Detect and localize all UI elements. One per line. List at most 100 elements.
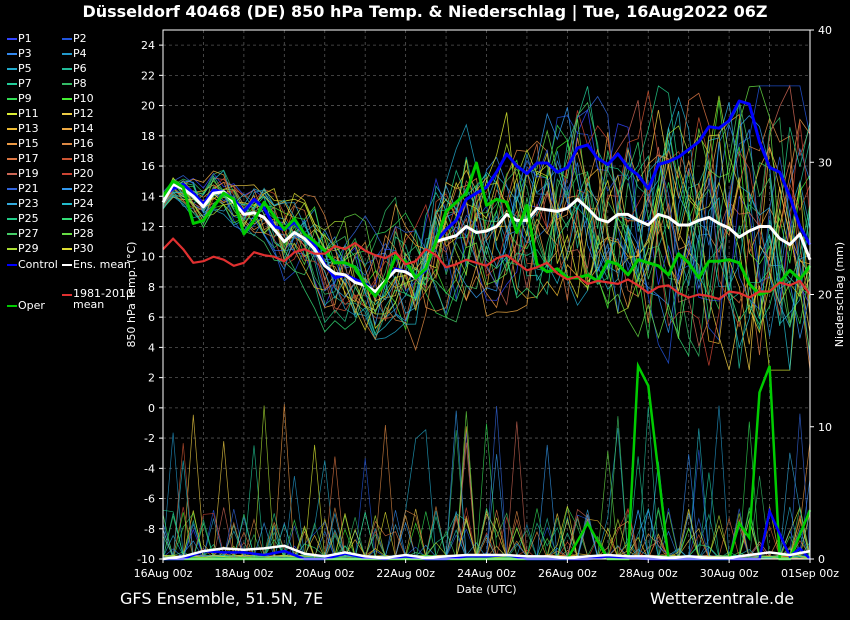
ensemble-line-p23 bbox=[162, 101, 811, 329]
legend-label: P6 bbox=[73, 62, 87, 75]
legend-label: P1 bbox=[18, 32, 32, 45]
x-tick-label: 18Aug 00z bbox=[215, 567, 274, 580]
chart-title: Düsseldorf 40468 (DE) 850 hPa Temp. & Ni… bbox=[82, 2, 768, 21]
legend-label: P28 bbox=[73, 227, 94, 240]
y-tick-label: 14 bbox=[141, 190, 155, 203]
y-tick-label: 4 bbox=[148, 341, 155, 354]
ensemble-line-p27 bbox=[162, 100, 811, 335]
legend-swatch bbox=[62, 294, 72, 296]
x-tick-label: 01Sep 00z bbox=[781, 567, 839, 580]
series-line-ens-mean bbox=[161, 182, 812, 293]
x-tick-label: 28Aug 00z bbox=[619, 567, 678, 580]
legend-swatch bbox=[62, 68, 72, 70]
legend-label: Ens. mean bbox=[73, 258, 131, 271]
legend-label: P8 bbox=[73, 77, 87, 90]
legend-label: P2 bbox=[73, 32, 87, 45]
legend-label: P15 bbox=[18, 137, 39, 150]
ensemble-line-p24 bbox=[162, 110, 811, 371]
legend-swatch bbox=[62, 173, 72, 175]
footer-source: GFS Ensemble, 51.5N, 7E bbox=[120, 589, 324, 608]
legend-swatch bbox=[7, 113, 17, 115]
legend-label: 1981-2010 mean bbox=[73, 287, 133, 311]
legend-swatch bbox=[62, 143, 72, 145]
y-axis-label: 850 hPa Temp. (°C) bbox=[125, 242, 138, 348]
legend-label: Oper bbox=[18, 299, 45, 312]
legend-swatch bbox=[62, 264, 72, 266]
ensemble-line-p18 bbox=[162, 90, 811, 328]
legend-label: P5 bbox=[18, 62, 32, 75]
y2-tick-label: 30 bbox=[818, 156, 832, 169]
legend-swatch bbox=[7, 38, 17, 40]
legend-swatch bbox=[62, 248, 72, 250]
legend-swatch bbox=[7, 68, 17, 70]
legend-swatch bbox=[7, 203, 17, 205]
legend-label: P4 bbox=[73, 47, 87, 60]
y-tick-label: 22 bbox=[141, 69, 155, 82]
legend-label: P23 bbox=[18, 197, 39, 210]
y-tick-label: 0 bbox=[148, 402, 155, 415]
series-line-oper bbox=[161, 161, 812, 298]
legend-swatch bbox=[7, 53, 17, 55]
y2-tick-label: 10 bbox=[818, 421, 832, 434]
legend-swatch bbox=[7, 173, 17, 175]
x-tick-label: 16Aug 00z bbox=[134, 567, 193, 580]
y2-axis-label: Niederschlag (mm) bbox=[833, 242, 846, 347]
legend-swatch bbox=[7, 188, 17, 190]
legend-swatch bbox=[7, 264, 17, 266]
legend-swatch bbox=[7, 305, 17, 307]
y-tick-label: 8 bbox=[148, 281, 155, 294]
legend-swatch bbox=[7, 218, 17, 220]
x-tick-label: 24Aug 00z bbox=[457, 567, 516, 580]
y-tick-label: -2 bbox=[144, 432, 155, 445]
y-tick-label: -6 bbox=[144, 493, 155, 506]
legend-label: P19 bbox=[18, 167, 39, 180]
series-line-1981-2010-mean bbox=[162, 237, 811, 301]
legend-label: P12 bbox=[73, 107, 94, 120]
y2-tick-label: 0 bbox=[818, 553, 825, 566]
legend-label: P22 bbox=[73, 182, 94, 195]
y-tick-label: 6 bbox=[148, 311, 155, 324]
legend: P1 P2 P3 P4 P5 P6 P7 P8 P9 P10 P11 P12 P13 P14 P15 P16 P… bbox=[0, 32, 133, 322]
legend-swatch bbox=[62, 203, 72, 205]
ensemble-line-p26 bbox=[162, 141, 811, 358]
legend-swatch bbox=[62, 218, 72, 220]
legend-swatch bbox=[7, 233, 17, 235]
y2-tick-label: 20 bbox=[818, 289, 832, 302]
legend-label: P26 bbox=[73, 212, 94, 225]
series-line-control bbox=[162, 99, 812, 295]
legend-label: P29 bbox=[18, 242, 39, 255]
y-tick-label: 18 bbox=[141, 130, 155, 143]
legend-label: P20 bbox=[73, 167, 94, 180]
x-tick-label: 26Aug 00z bbox=[538, 567, 597, 580]
legend-label: P9 bbox=[18, 92, 32, 105]
ensemble-precip-p26 bbox=[162, 507, 811, 560]
ensemble-line-p30 bbox=[162, 134, 811, 334]
legend-label: P18 bbox=[73, 152, 94, 165]
legend-swatch bbox=[62, 83, 72, 85]
legend-label: P14 bbox=[73, 122, 94, 135]
y-tick-label: 12 bbox=[141, 220, 155, 233]
legend-label: P17 bbox=[18, 152, 39, 165]
ensemble-precip-p24 bbox=[162, 428, 811, 560]
y-tick-label: 2 bbox=[148, 372, 155, 385]
legend-swatch bbox=[62, 128, 72, 130]
legend-label: P21 bbox=[18, 182, 39, 195]
legend-label: P30 bbox=[73, 242, 94, 255]
ensemble-line-p22 bbox=[162, 107, 811, 339]
legend-swatch bbox=[62, 158, 72, 160]
y-tick-label: 16 bbox=[141, 160, 155, 173]
legend-swatch bbox=[62, 38, 72, 40]
y-tick-label: 10 bbox=[141, 251, 155, 264]
x-axis-label: Date (UTC) bbox=[456, 583, 516, 596]
y-tick-label: -8 bbox=[144, 523, 155, 536]
legend-label: Control bbox=[18, 258, 58, 271]
legend-label: P25 bbox=[18, 212, 39, 225]
x-tick-label: 30Aug 00z bbox=[700, 567, 759, 580]
legend-swatch bbox=[7, 248, 17, 250]
precip-line-ens-mean bbox=[162, 544, 811, 561]
footer-site: Wetterzentrale.de bbox=[650, 589, 795, 608]
x-tick-label: 20Aug 00z bbox=[295, 567, 354, 580]
legend-swatch bbox=[7, 158, 17, 160]
y-tick-label: 20 bbox=[141, 100, 155, 113]
